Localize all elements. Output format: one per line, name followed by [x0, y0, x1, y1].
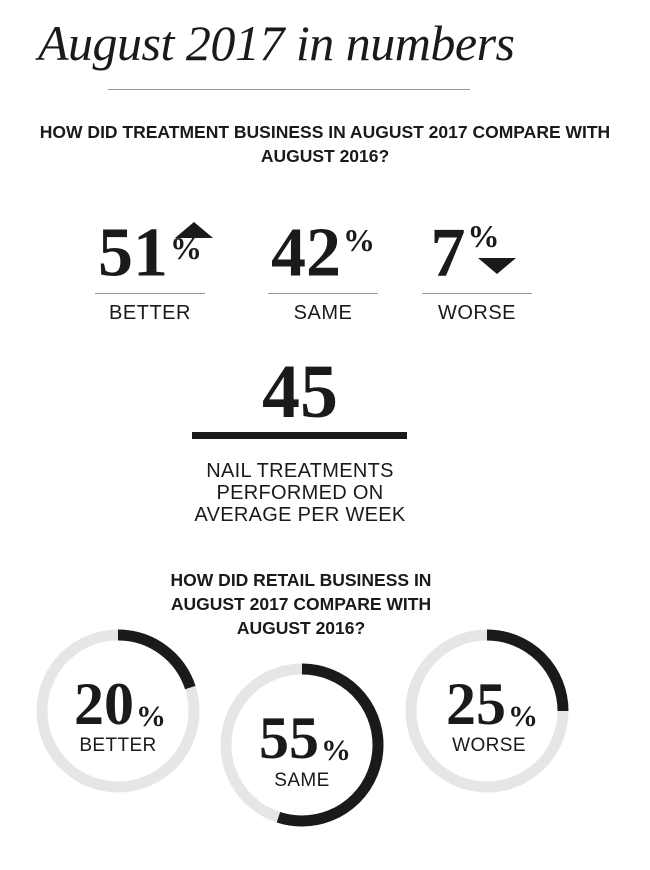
donut-arc-worse — [405, 629, 569, 793]
donut-label-better: BETTER — [79, 735, 157, 756]
stat-value: 42% — [258, 200, 388, 293]
nail-divider — [192, 432, 407, 439]
stat-rule — [268, 293, 378, 294]
stat-rule — [422, 293, 532, 294]
stat-number: 51 — [98, 214, 168, 292]
nail-treatments-value: 45 — [262, 350, 338, 434]
percent-sign: % — [136, 700, 166, 733]
title-divider — [108, 89, 470, 90]
retail-question: HOW DID RETAIL BUSINESS IN AUGUST 2017 C… — [136, 568, 466, 640]
page-title: August 2017 in numbers — [38, 15, 515, 71]
stat-number: 42 — [271, 214, 341, 292]
donut-label-worse: WORSE — [452, 735, 526, 756]
up-arrow-icon — [175, 222, 213, 238]
donut-arc-same — [220, 663, 384, 827]
donut-value-worse: 25% — [392, 672, 592, 749]
down-arrow-icon — [478, 258, 516, 274]
percent-sign: % — [508, 700, 538, 733]
label-line: NAIL TREATMENTS — [206, 460, 394, 482]
stat-value: 7% — [400, 200, 530, 293]
donut-number: 20 — [74, 671, 134, 737]
donut-number: 55 — [259, 705, 319, 771]
donut-number: 25 — [446, 671, 506, 737]
stat-number: 7 — [430, 214, 466, 292]
donut-value-same: 55% — [205, 706, 405, 783]
nail-treatments-label: NAIL TREATMENTS PERFORMED ON AVERAGE PER… — [150, 460, 450, 526]
stat-label: BETTER — [109, 302, 191, 324]
stat-label: WORSE — [437, 302, 517, 324]
stat-label: SAME — [293, 302, 353, 324]
donut-value-better: 20% — [20, 672, 220, 749]
percent-sign: % — [343, 222, 375, 258]
label-line: PERFORMED ON — [216, 482, 384, 504]
percent-sign: % — [321, 734, 351, 767]
donut-arc-better — [36, 629, 200, 793]
stat-rule — [95, 293, 205, 294]
donut-label-same: SAME — [274, 770, 330, 791]
percent-sign: % — [467, 218, 500, 254]
label-line: AVERAGE PER WEEK — [194, 504, 406, 526]
retail-question-text: HOW DID RETAIL BUSINESS IN AUGUST 2017 C… — [170, 570, 432, 638]
treatment-question: HOW DID TREATMENT BUSINESS IN AUGUST 201… — [39, 122, 611, 166]
